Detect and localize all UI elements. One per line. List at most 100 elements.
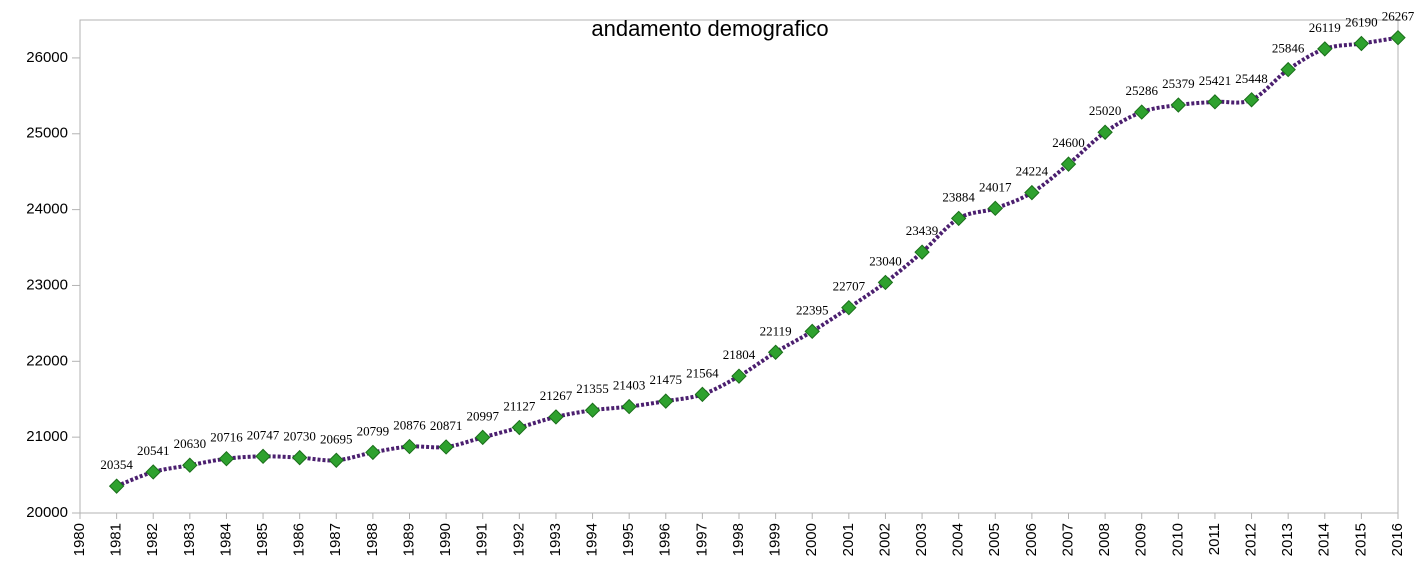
x-tick-label: 1997 (693, 523, 710, 556)
x-tick-label: 2011 (1206, 523, 1223, 555)
x-tick-label: 1993 (547, 523, 564, 556)
data-label: 20541 (137, 443, 170, 458)
marker (108, 478, 125, 494)
data-label: 22395 (796, 302, 829, 317)
marker (1024, 184, 1040, 201)
y-tick-label: 25000 (26, 125, 68, 142)
x-tick-label: 1980 (71, 523, 88, 556)
x-tick-label: 1984 (217, 523, 234, 556)
x-tick-label: 1998 (730, 523, 747, 556)
marker (328, 452, 344, 468)
data-label: 21475 (650, 372, 683, 387)
marker (548, 409, 564, 425)
x-tick-label: 2001 (840, 523, 857, 556)
x-tick-label: 2002 (876, 523, 893, 556)
marker (731, 368, 747, 384)
data-label: 21804 (723, 347, 756, 362)
chart-title: andamento demografico (591, 16, 828, 41)
x-tick-label: 1990 (437, 523, 454, 556)
data-label: 21267 (540, 388, 573, 403)
x-tick-label: 2003 (913, 523, 930, 556)
y-tick-label: 22000 (26, 352, 68, 369)
data-label: 25846 (1272, 41, 1305, 56)
x-tick-label: 2005 (986, 523, 1003, 556)
marker (1207, 94, 1223, 110)
marker (1317, 41, 1333, 57)
marker (804, 323, 820, 340)
marker (584, 402, 601, 418)
data-label: 24017 (979, 179, 1012, 194)
x-tick-label: 1989 (400, 523, 417, 556)
x-tick-label: 2012 (1243, 523, 1260, 556)
y-tick-label: 21000 (26, 428, 68, 445)
marker (987, 200, 1003, 217)
x-tick-label: 1996 (657, 523, 674, 556)
data-label: 21127 (503, 399, 536, 414)
data-label: 23884 (942, 189, 975, 204)
x-tick-label: 2016 (1389, 523, 1406, 556)
data-label: 26119 (1309, 20, 1341, 35)
marker (511, 419, 528, 436)
y-tick-label: 20000 (26, 504, 68, 521)
marker (291, 449, 308, 466)
marker (1097, 124, 1113, 140)
marker (1390, 29, 1406, 46)
marker (255, 448, 271, 465)
x-tick-label: 1987 (327, 523, 344, 556)
marker (1060, 156, 1077, 172)
x-tick-label: 2009 (1133, 523, 1150, 556)
marker (877, 274, 894, 291)
x-tick-label: 2007 (1059, 523, 1076, 556)
data-label: 21403 (613, 378, 646, 393)
data-label: 20695 (320, 431, 353, 446)
x-tick-label: 2014 (1316, 523, 1333, 556)
marker (1134, 104, 1150, 120)
data-label: 20997 (466, 408, 499, 423)
marker (767, 344, 784, 360)
x-tick-label: 1994 (584, 523, 601, 556)
data-label: 20747 (247, 427, 280, 442)
y-tick-label: 24000 (26, 201, 68, 218)
data-label: 20630 (174, 436, 207, 451)
x-tick-label: 2013 (1279, 523, 1296, 556)
marker (145, 464, 161, 480)
marker (658, 393, 674, 409)
marker (218, 450, 235, 467)
data-label: 21355 (576, 381, 609, 396)
x-tick-label: 2010 (1169, 523, 1186, 556)
x-tick-label: 2006 (1023, 523, 1040, 556)
x-tick-label: 1986 (291, 523, 308, 556)
marker (475, 429, 491, 446)
data-label: 22707 (833, 279, 866, 294)
marker (950, 210, 967, 227)
data-label: 20871 (430, 418, 463, 433)
x-tick-label: 2008 (1096, 523, 1113, 556)
marker (1243, 92, 1260, 108)
x-tick-label: 1995 (620, 523, 637, 556)
y-tick-label: 23000 (26, 276, 68, 293)
x-tick-label: 1983 (181, 523, 198, 556)
data-label: 26267 (1382, 9, 1415, 24)
data-label: 20730 (283, 429, 316, 444)
x-tick-label: 1982 (144, 523, 161, 556)
marker (182, 457, 198, 473)
data-label: 24224 (1016, 164, 1049, 179)
data-label: 23439 (906, 223, 939, 238)
marker (1170, 97, 1187, 113)
x-tick-label: 1991 (474, 523, 491, 556)
x-tick-label: 1981 (108, 523, 125, 556)
data-label: 20799 (357, 423, 390, 438)
x-tick-label: 2015 (1352, 523, 1369, 556)
x-tick-label: 2004 (950, 523, 967, 556)
data-label: 26190 (1345, 14, 1378, 29)
x-tick-label: 1985 (254, 523, 271, 556)
marker (1353, 35, 1370, 52)
x-tick-label: 1992 (510, 523, 527, 556)
data-label: 23040 (869, 253, 902, 268)
data-label: 25379 (1162, 76, 1195, 91)
marker (1280, 61, 1296, 78)
data-label: 24600 (1052, 135, 1085, 150)
data-label: 20354 (100, 457, 133, 472)
x-tick-label: 1999 (767, 523, 784, 556)
